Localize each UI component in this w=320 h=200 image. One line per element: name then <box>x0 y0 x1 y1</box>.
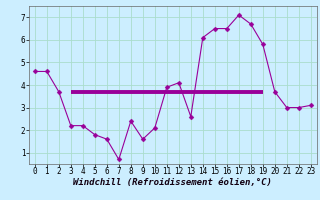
X-axis label: Windchill (Refroidissement éolien,°C): Windchill (Refroidissement éolien,°C) <box>73 178 272 187</box>
